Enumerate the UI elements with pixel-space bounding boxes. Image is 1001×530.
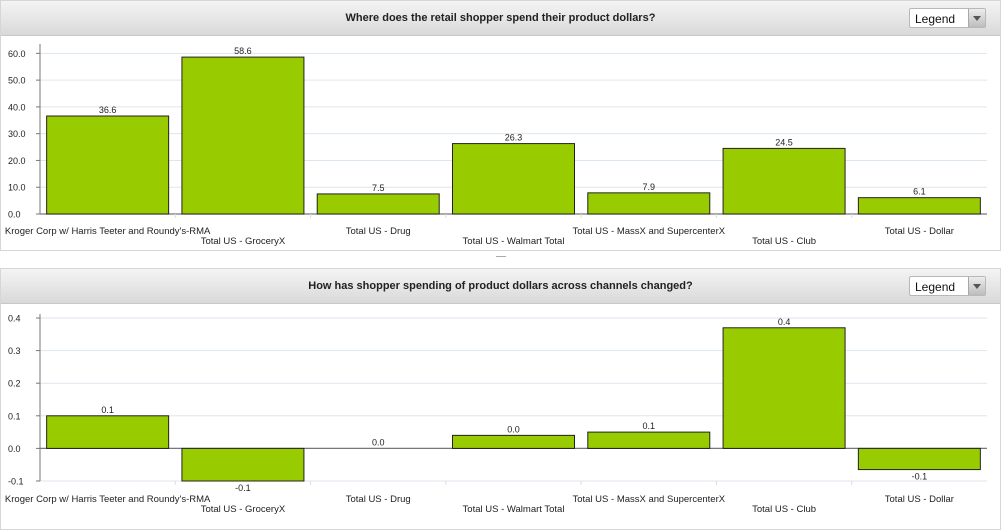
bar <box>722 327 846 449</box>
x-tick-label: Total US - Club <box>752 236 816 247</box>
data-label: 24.5 <box>775 137 793 147</box>
bar <box>857 197 981 215</box>
y-tick-label: 50.0 <box>8 76 26 86</box>
x-tick-label: Total US - Drug <box>346 226 411 237</box>
y-tick-label: 40.0 <box>8 102 26 112</box>
data-label: 0.1 <box>643 421 656 431</box>
y-tick-label: 0.0 <box>8 210 21 220</box>
chart-1-title: Where does the retail shopper spend thei… <box>345 12 656 24</box>
y-tick-label: 20.0 <box>8 156 26 166</box>
bar <box>452 143 575 215</box>
bar <box>46 415 170 449</box>
chart-1-legend-dropdown[interactable]: Legend <box>909 8 986 28</box>
data-label: 36.6 <box>99 105 117 115</box>
data-label: -0.1 <box>235 483 251 493</box>
y-tick-label: -0.1 <box>8 477 24 487</box>
bar <box>181 447 305 482</box>
data-label: 0.4 <box>778 317 791 327</box>
bar <box>722 147 846 215</box>
y-tick-label: 10.0 <box>8 183 26 193</box>
chart-2-plot: -0.1 0.0 0.1 0.2 0.3 0.4 0.1 Kroger Corp w/ Har… <box>5 314 987 515</box>
chart-1-plot: 0.0 10.0 20.0 30.0 40.0 50.0 60.0 36.6 Kroger Co… <box>5 44 987 247</box>
data-label: 26.3 <box>505 133 523 143</box>
y-tick-label: 0.1 <box>8 411 21 421</box>
data-label: 6.1 <box>913 187 926 197</box>
x-tick-label: Total US - Walmart Total <box>463 504 565 515</box>
chevron-down-icon[interactable] <box>968 9 985 27</box>
x-tick-label: Total US - MassX and SupercenterX <box>572 226 725 237</box>
bar <box>857 447 981 471</box>
bar <box>46 115 170 215</box>
bar <box>587 431 711 449</box>
y-tick-label: 60.0 <box>8 49 26 59</box>
data-label: 7.5 <box>372 183 385 193</box>
y-tick-label: 0.4 <box>8 314 21 324</box>
chart-2-header: How has shopper spending of product doll… <box>1 269 1000 304</box>
bar <box>587 192 711 215</box>
data-label: -0.1 <box>912 472 928 482</box>
data-label: 0.0 <box>507 424 520 434</box>
x-tick-label: Total US - Dollar <box>885 494 954 505</box>
y-tick-label: 0.0 <box>8 444 21 454</box>
x-tick-label: Kroger Corp w/ Harris Teeter and Roundy'… <box>5 226 211 237</box>
bar <box>452 434 575 449</box>
chart-1-header: Where does the retail shopper spend thei… <box>1 1 1000 36</box>
y-tick-label: 0.2 <box>8 379 21 389</box>
panel-splitter[interactable] <box>496 256 506 257</box>
chart-2-title: How has shopper spending of product doll… <box>308 280 693 292</box>
bar <box>316 193 440 215</box>
x-tick-label: Total US - Walmart Total <box>463 236 565 247</box>
x-tick-label: Total US - GroceryX <box>201 504 286 515</box>
x-tick-label: Total US - Dollar <box>885 226 954 237</box>
x-tick-label: Total US - GroceryX <box>201 236 286 247</box>
y-tick-label: 0.3 <box>8 346 21 356</box>
y-tick-label: 30.0 <box>8 129 26 139</box>
data-label: 7.9 <box>643 182 656 192</box>
x-tick-label: Kroger Corp w/ Harris Teeter and Roundy'… <box>5 494 211 505</box>
x-tick-label: Total US - MassX and SupercenterX <box>572 494 725 505</box>
data-label: 58.6 <box>234 46 252 56</box>
chart-2-legend-label: Legend <box>915 280 956 294</box>
data-label: 0.1 <box>101 405 114 415</box>
data-label: 0.0 <box>372 437 385 447</box>
chevron-down-icon[interactable] <box>968 277 985 295</box>
chart-1-legend-label: Legend <box>915 12 956 26</box>
x-tick-label: Total US - Club <box>752 504 816 515</box>
chart-2-legend-dropdown[interactable]: Legend <box>909 276 986 296</box>
bar <box>181 56 305 215</box>
x-tick-label: Total US - Drug <box>346 494 411 505</box>
